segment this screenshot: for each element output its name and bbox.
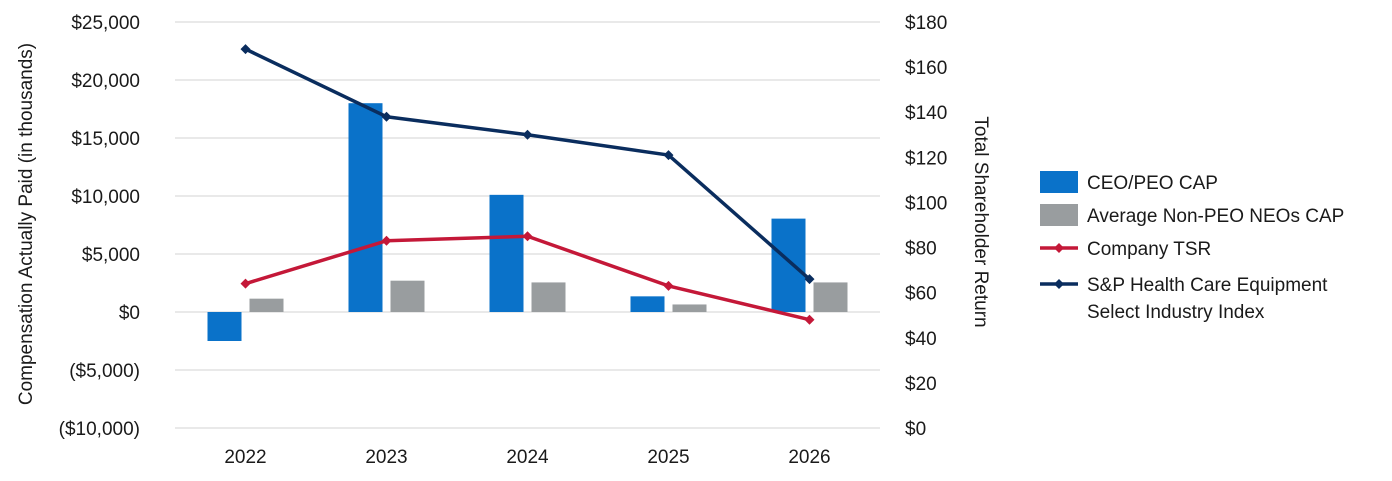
x-tick-label: 2022 <box>224 447 266 468</box>
axes: Compensation Actually Paid (in thousands… <box>16 13 991 468</box>
data-point <box>381 111 392 122</box>
y2-tick-label: $0 <box>905 419 926 440</box>
series-line <box>244 234 810 322</box>
legend-marker <box>1054 279 1064 289</box>
data-point <box>522 129 533 140</box>
data-point <box>663 280 674 291</box>
x-tick-label: 2026 <box>788 447 830 468</box>
y-tick-label: $15,000 <box>71 129 140 150</box>
y-tick-label: $25,000 <box>71 13 140 34</box>
y-tick-label: $20,000 <box>71 71 140 92</box>
y-axis-label: Compensation Actually Paid (in thousands… <box>16 43 37 405</box>
y2-tick-label: $20 <box>905 374 937 395</box>
bar <box>207 312 242 341</box>
legend-swatch <box>1040 171 1078 193</box>
y-tick-label: $10,000 <box>71 187 140 208</box>
data-point <box>522 231 533 242</box>
data-point <box>381 235 392 246</box>
series-line <box>244 47 811 281</box>
data-point <box>240 278 251 289</box>
y2-tick-label: $140 <box>905 103 947 124</box>
y2-tick-label: $80 <box>905 239 937 260</box>
y2-tick-label: $60 <box>905 284 937 305</box>
bars <box>207 103 848 341</box>
bar <box>249 298 284 312</box>
data-point <box>804 314 815 325</box>
y-tick-label: $0 <box>119 303 140 324</box>
bar <box>348 103 383 312</box>
y-tick-label: $5,000 <box>82 245 140 266</box>
y2-tick-label: $160 <box>905 58 947 79</box>
legend-label: Average Non-PEO NEOs CAP <box>1087 206 1344 227</box>
bar <box>489 194 524 312</box>
data-point <box>240 44 251 55</box>
y2-tick-label: $40 <box>905 329 937 350</box>
data-point <box>663 150 674 161</box>
bar <box>771 218 806 312</box>
data-point <box>804 274 815 285</box>
y2-axis-label: Total Shareholder Return <box>970 116 991 327</box>
bar <box>390 280 425 312</box>
lines <box>240 44 815 325</box>
bar <box>531 282 566 312</box>
x-tick-label: 2024 <box>506 447 549 468</box>
bar <box>813 282 848 312</box>
y2-tick-label: $120 <box>905 148 947 169</box>
bar <box>672 304 707 312</box>
legend-label: CEO/PEO CAP <box>1087 173 1218 194</box>
legend-marker <box>1054 243 1064 253</box>
x-tick-label: 2025 <box>647 447 689 468</box>
legend: CEO/PEO CAP Average Non-PEO NEOs CAP Compa… <box>1040 171 1344 323</box>
bar <box>630 296 665 312</box>
y2-tick-label: $100 <box>905 193 947 214</box>
y2-tick-label: $180 <box>905 13 947 34</box>
legend-label: Company TSR <box>1087 239 1211 260</box>
legend-label: S&P Health Care Equipment <box>1087 275 1328 296</box>
y-tick-label: ($10,000) <box>59 419 140 440</box>
legend-swatch <box>1040 204 1078 226</box>
legend-label: Select Industry Index <box>1087 302 1265 323</box>
y-tick-label: ($5,000) <box>69 361 140 382</box>
x-tick-label: 2023 <box>365 447 407 468</box>
